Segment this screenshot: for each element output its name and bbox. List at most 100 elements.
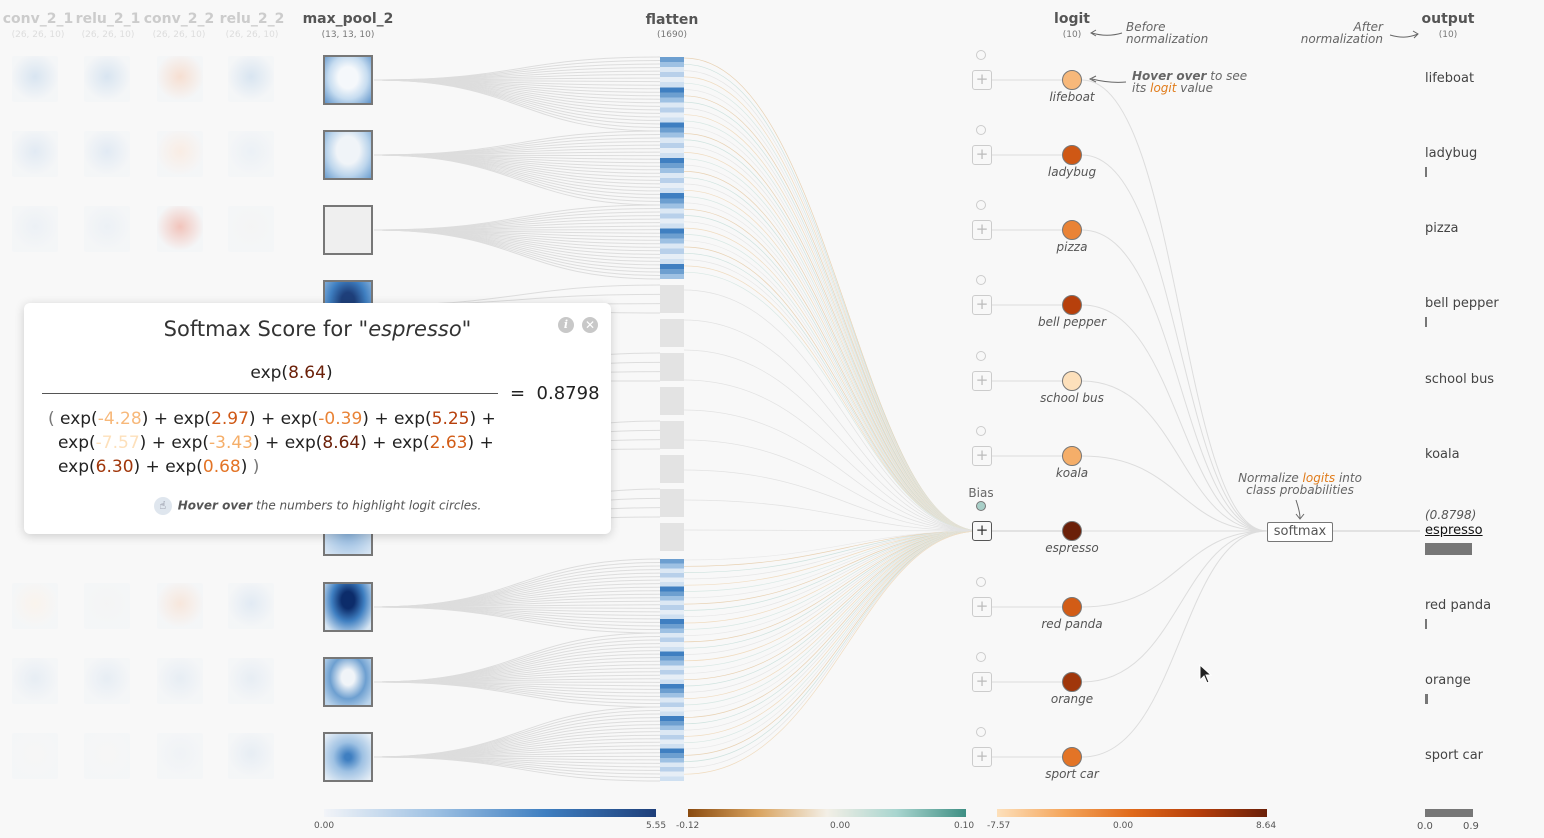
max-pool-feature-map[interactable] bbox=[323, 657, 373, 707]
layer-title-logit: logit bbox=[1054, 11, 1090, 27]
logit-term-espresso[interactable]: 8.64 bbox=[322, 433, 361, 453]
normalize-note: Normalize logits into class probabilitie… bbox=[1238, 471, 1362, 497]
logit-circle-red-panda[interactable] bbox=[1062, 597, 1082, 617]
logit-circle-ladybug[interactable] bbox=[1062, 145, 1082, 165]
flatten-segment bbox=[660, 285, 684, 313]
logit-circle-lifeboat[interactable] bbox=[1062, 70, 1082, 90]
faded-feature-map bbox=[84, 56, 130, 102]
layer-dim-max-pool-2: (13, 13, 10) bbox=[321, 30, 375, 40]
bias-dot bbox=[976, 275, 986, 285]
logit-legend-bar bbox=[997, 809, 1267, 817]
logit-legend-mid: 0.00 bbox=[1113, 821, 1134, 831]
logit-term-sport-car[interactable]: 0.68 bbox=[202, 457, 241, 477]
arrow-down-icon bbox=[1295, 499, 1305, 520]
logit-label: pizza bbox=[1056, 240, 1088, 254]
output-label-bell-pepper[interactable]: bell pepper bbox=[1425, 296, 1499, 311]
arrow-right-icon bbox=[1389, 30, 1419, 39]
weight-legend-mid: 0.00 bbox=[830, 821, 851, 831]
logit-circle-bell-pepper[interactable] bbox=[1062, 295, 1082, 315]
bias-dot bbox=[976, 200, 986, 210]
logit-circle-orange[interactable] bbox=[1062, 672, 1082, 692]
flatten-segment bbox=[660, 421, 684, 449]
faded-feature-map bbox=[228, 56, 274, 102]
info-icon[interactable]: i bbox=[558, 317, 574, 333]
denominator-line: exp(6.30) + exp(0.68) ) bbox=[58, 457, 260, 477]
faded-feature-map bbox=[84, 658, 130, 704]
sum-plus-icon: + bbox=[972, 747, 992, 767]
output-legend-max: 0.9 bbox=[1463, 821, 1479, 832]
logit-label: red panda bbox=[1041, 617, 1103, 631]
denominator-line: ( exp(-4.28) + exp(2.97) + exp(-0.39) + … bbox=[48, 409, 496, 429]
sum-plus-icon: + bbox=[972, 70, 992, 90]
faded-feature-map bbox=[228, 733, 274, 779]
faded-feature-map bbox=[157, 583, 203, 629]
faded-feature-map bbox=[12, 583, 58, 629]
faded-feature-map bbox=[228, 131, 274, 177]
bias-dot bbox=[976, 727, 986, 737]
faded-feature-map bbox=[228, 658, 274, 704]
flatten-segment bbox=[660, 489, 684, 517]
output-label-pizza[interactable]: pizza bbox=[1425, 221, 1459, 236]
layer-title-flatten: flatten bbox=[645, 12, 699, 28]
sum-plus-icon: + bbox=[972, 521, 992, 541]
before-normalization-note: Before normalization bbox=[1126, 20, 1209, 46]
logit-circle-pizza[interactable] bbox=[1062, 220, 1082, 240]
output-label-lifeboat[interactable]: lifeboat bbox=[1425, 71, 1475, 86]
logit-term-pizza[interactable]: -0.39 bbox=[318, 409, 363, 429]
layer-dim-relu-2-1: (26, 26, 10) bbox=[81, 30, 135, 40]
sum-plus-icon: + bbox=[972, 220, 992, 240]
faded-feature-map bbox=[157, 658, 203, 704]
logit-circle-espresso[interactable] bbox=[1062, 521, 1082, 541]
logit-term-orange[interactable]: 6.30 bbox=[95, 457, 134, 477]
faded-feature-map bbox=[12, 733, 58, 779]
max-pool-feature-map[interactable] bbox=[323, 55, 373, 105]
logit-term-ladybug[interactable]: 2.97 bbox=[211, 409, 249, 429]
max-pool-feature-map[interactable] bbox=[323, 205, 373, 255]
faded-feature-map bbox=[228, 206, 274, 252]
layer-title-relu-2-2: relu_2_2 bbox=[219, 11, 285, 27]
sum-plus-icon: + bbox=[972, 446, 992, 466]
faded-feature-map bbox=[84, 733, 130, 779]
output-label-ladybug[interactable]: ladybug bbox=[1425, 146, 1478, 161]
close-icon[interactable]: ✕ bbox=[582, 317, 598, 333]
softmax-numerator: exp(8.64) bbox=[250, 363, 333, 383]
after-normalization-note: After normalization bbox=[1300, 20, 1383, 46]
faded-feature-map bbox=[12, 206, 58, 252]
numerator-value[interactable]: 8.64 bbox=[288, 363, 326, 383]
output-label-school-bus[interactable]: school bus bbox=[1425, 372, 1495, 387]
max-pool-feature-map[interactable] bbox=[323, 732, 373, 782]
logit-term-school-bus[interactable]: -7.57 bbox=[95, 433, 140, 453]
logit-label: koala bbox=[1055, 466, 1089, 480]
flatten-segment bbox=[660, 57, 684, 279]
output-prob-bar bbox=[1425, 543, 1472, 555]
layer-title-conv-2-2: conv_2_2 bbox=[143, 11, 215, 27]
logit-circle-school-bus[interactable] bbox=[1062, 371, 1082, 391]
logit-term-red-panda[interactable]: 2.63 bbox=[429, 433, 468, 453]
output-label-espresso[interactable]: espresso bbox=[1425, 523, 1483, 538]
output-prob-bar bbox=[1425, 619, 1427, 629]
bias-dot bbox=[976, 501, 986, 511]
faded-feature-map bbox=[12, 658, 58, 704]
fraction-line bbox=[42, 393, 498, 394]
softmax-denominator: ( exp(-4.28) + exp(2.97) + exp(-0.39) + … bbox=[48, 407, 498, 479]
arrow-left-icon bbox=[1090, 29, 1123, 37]
max-pool-feature-map[interactable] bbox=[323, 130, 373, 180]
softmax-box[interactable]: softmax bbox=[1267, 522, 1333, 542]
output-label-koala[interactable]: koala bbox=[1425, 447, 1460, 462]
output-prob-bar bbox=[1425, 317, 1427, 327]
output-prob-bar bbox=[1425, 694, 1429, 704]
output-label-red-panda[interactable]: red panda bbox=[1425, 598, 1492, 613]
logit-term-lifeboat[interactable]: -4.28 bbox=[97, 409, 142, 429]
logit-term-bell-pepper[interactable]: 5.25 bbox=[431, 409, 470, 429]
max-pool-feature-map[interactable] bbox=[323, 582, 373, 632]
output-label-sport-car[interactable]: sport car bbox=[1425, 748, 1484, 763]
logit-term-koala[interactable]: -3.43 bbox=[209, 433, 254, 453]
output-label-orange[interactable]: orange bbox=[1425, 673, 1471, 688]
logit-legend-min: -7.57 bbox=[987, 821, 1011, 831]
sum-plus-icon: + bbox=[972, 295, 992, 315]
logit-circle-sport-car[interactable] bbox=[1062, 747, 1082, 767]
bias-dot bbox=[976, 577, 986, 587]
logit-circle-koala[interactable] bbox=[1062, 446, 1082, 466]
sum-plus-icon: + bbox=[972, 145, 992, 165]
